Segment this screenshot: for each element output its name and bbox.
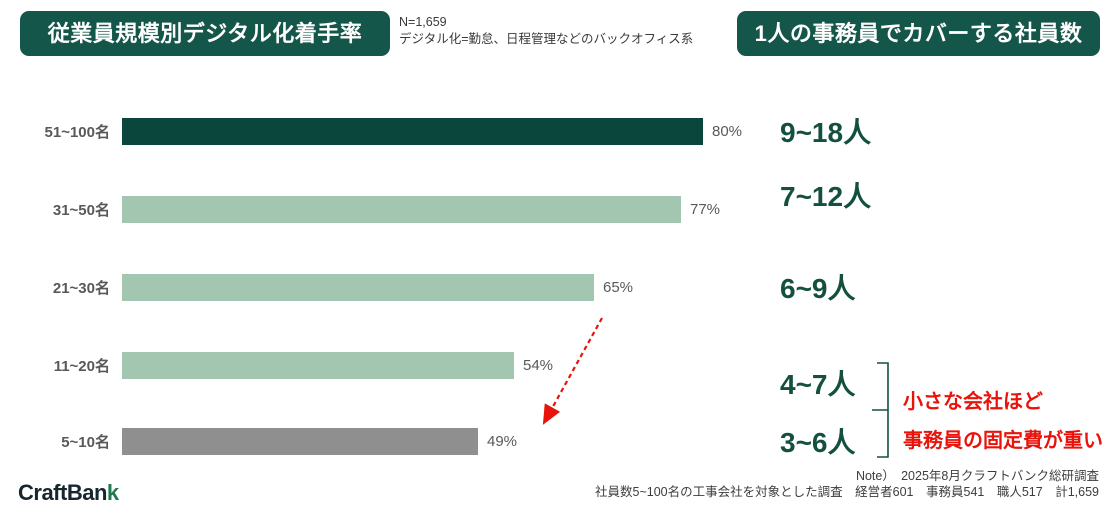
craftbank-logo: CraftBank xyxy=(18,480,119,506)
red-annotation-line2: 事務員の固定費が重い xyxy=(903,430,1103,452)
value-label: 65% xyxy=(603,279,634,296)
value-label: 49% xyxy=(487,433,518,450)
value-label: 54% xyxy=(523,357,554,374)
bar-row: 21~30名 65% xyxy=(0,274,1117,301)
bar-31-50 xyxy=(122,196,681,223)
source-note: Note） 2025年8月クラフトバンク総研調査 社員数5~100名の工事会社を… xyxy=(595,469,1099,500)
category-label: 5~10名 xyxy=(61,434,110,451)
source-note-line1: Note） 2025年8月クラフトバンク総研調査 xyxy=(855,469,1099,483)
coverage-value: 7~12人 xyxy=(780,181,872,212)
logo-text-main: CraftBan xyxy=(18,480,107,505)
coverage-title-badge: 1人の事務員でカバーする社員数 xyxy=(737,11,1100,56)
sample-size-note: N=1,659 デジタル化=勤怠、日程管理などのバックオフィス系 xyxy=(399,14,693,47)
logo-text-accent: k xyxy=(106,480,119,505)
bar-11-20 xyxy=(122,352,514,379)
bar-row: 5~10名 49% xyxy=(0,428,1117,455)
digitalization-definition-line: デジタル化=勤怠、日程管理などのバックオフィス系 xyxy=(399,31,694,46)
category-label: 11~20名 xyxy=(53,358,110,375)
category-label: 31~50名 xyxy=(52,202,110,219)
coverage-value: 4~7人 xyxy=(780,369,856,400)
category-label: 51~100名 xyxy=(44,124,110,141)
coverage-value: 3~6人 xyxy=(780,427,856,458)
bar-row: 31~50名 77% xyxy=(0,196,1117,223)
sample-size-line: N=1,659 xyxy=(399,15,447,29)
red-annotation-line1: 小さな会社ほど xyxy=(903,391,1043,413)
bar-5-10 xyxy=(122,428,478,455)
coverage-value: 6~9人 xyxy=(780,273,856,304)
value-label: 77% xyxy=(690,201,721,218)
value-label: 80% xyxy=(712,123,743,140)
chart-title-badge: 従業員規模別デジタル化着手率 xyxy=(20,11,390,56)
bar-51-100 xyxy=(122,118,703,145)
source-note-line2: 社員数5~100名の工事会社を対象とした調査 経営者601 事務員541 職人5… xyxy=(595,484,1099,499)
category-label: 21~30名 xyxy=(52,280,110,297)
bar-21-30 xyxy=(122,274,594,301)
bar-row: 51~100名 80% xyxy=(0,118,1117,145)
bar-row: 11~20名 54% xyxy=(0,352,1117,379)
coverage-value: 9~18人 xyxy=(780,117,872,148)
